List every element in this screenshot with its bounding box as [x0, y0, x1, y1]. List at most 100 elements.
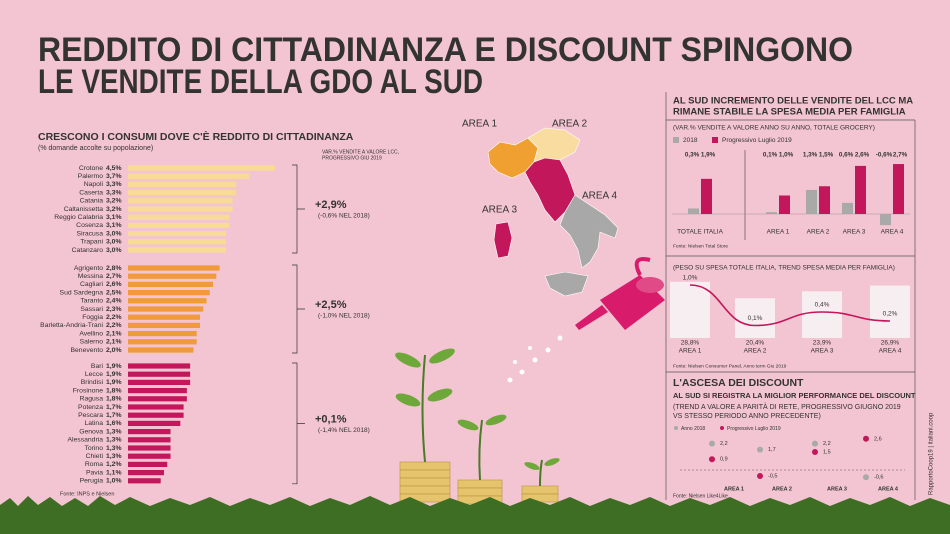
chart-subtitle: (PESO SU SPESA TOTALE ITALIA, TREND SPES…	[673, 265, 895, 272]
bar	[842, 202, 853, 214]
chart-title: L'ASCESA DEI DISCOUNT	[673, 377, 804, 389]
bar	[128, 379, 191, 385]
bar	[670, 281, 710, 338]
value-label: 2,1%	[106, 339, 122, 346]
value-label: 1,7%	[106, 404, 122, 411]
category-label: Cosenza	[76, 222, 103, 229]
chart-subtitle: (VAR.% VENDITE A VALORE ANNO SU ANNO, TO…	[673, 125, 875, 132]
dot	[812, 440, 818, 447]
x-tick-label: AREA 2	[807, 229, 830, 236]
bar	[128, 173, 249, 179]
bar	[128, 396, 187, 402]
bar	[128, 453, 171, 459]
bar	[128, 222, 230, 228]
title-line: REDDITO DI CITTADINANZA E DISCOUNT SPING…	[38, 31, 853, 69]
chart-subtitle: (% domande accolte su popolazione)	[38, 145, 153, 152]
value-label: 1,7	[768, 447, 776, 453]
value-label: 1,8%	[106, 387, 122, 394]
value-label: 0,6%	[839, 152, 854, 159]
category-label: Torino	[84, 445, 103, 452]
bar	[128, 239, 227, 245]
group-change-note: (-1,4% NEL 2018)	[318, 427, 370, 434]
category-label: Chieti	[86, 453, 104, 460]
legend-label: 2018	[683, 137, 698, 144]
value-label: 1,0%	[683, 275, 698, 282]
value-label: 1,5%	[819, 152, 834, 159]
droplets	[507, 335, 563, 383]
value-label: -0,6	[874, 475, 883, 481]
category-label: Crotone	[79, 165, 103, 172]
value-label: 1,3%	[106, 437, 122, 444]
bar	[128, 206, 233, 212]
grass	[0, 496, 950, 534]
value-label: 3,3%	[106, 181, 122, 188]
value-label: 2,3%	[106, 306, 122, 313]
category-label: Salerno	[80, 339, 104, 346]
bar	[128, 181, 236, 187]
bar	[128, 388, 187, 394]
value-label: 2,0%	[106, 347, 122, 354]
value-label: 23,9%	[813, 340, 832, 347]
category-label: Alessandria	[67, 437, 103, 444]
value-label: 1,9%	[106, 363, 122, 370]
source: Fonte: Nielsen Consumer Panel, Anno term…	[673, 363, 787, 369]
value-label: 1,3%	[106, 428, 122, 435]
trend-line	[689, 284, 891, 327]
group-bracket	[292, 264, 305, 354]
dot	[757, 473, 763, 479]
dot	[709, 456, 715, 463]
category-label: Bari	[91, 363, 104, 370]
plants	[395, 348, 560, 505]
bar	[128, 404, 184, 410]
value-label: 3,2%	[106, 198, 122, 205]
bar	[128, 322, 200, 328]
value-label: 1,7%	[106, 412, 122, 419]
group-change-note: (-0,6% NEL 2018)	[318, 213, 370, 220]
value-label: 2,2%	[106, 314, 122, 321]
bar	[128, 247, 227, 253]
map-label: AREA 4	[582, 191, 617, 202]
value-label: 2,4%	[106, 298, 122, 305]
value-label: 0,9	[720, 457, 728, 463]
value-label: 1,3%	[803, 152, 818, 159]
bar	[128, 165, 276, 171]
annotation-header: VAR.% VENDITE A VALORE LCC,	[322, 149, 399, 155]
value-label: -0,5	[768, 473, 777, 479]
value-label: 2,2	[823, 441, 831, 447]
bar	[819, 186, 830, 214]
dot	[709, 440, 715, 447]
bar	[128, 214, 230, 220]
value-label: 1,3%	[106, 445, 122, 452]
category-label: Lecce	[85, 371, 103, 378]
map-label: AREA 2	[552, 119, 587, 130]
value-label: 0,1%	[763, 152, 778, 159]
category-label: Sud Sardegna	[60, 289, 104, 296]
category-label: Frosinone	[73, 387, 103, 394]
category-label: Brindisi	[81, 379, 104, 386]
x-tick-label: TOTALE ITALIA	[677, 229, 724, 236]
value-label: 0,2%	[883, 311, 898, 318]
value-label: 4,5%	[106, 165, 122, 172]
bar	[128, 470, 164, 476]
bar	[128, 231, 227, 237]
bar	[893, 164, 904, 214]
bar	[870, 285, 910, 338]
bar	[128, 371, 191, 377]
value-label: 2,8%	[106, 265, 122, 272]
bar	[855, 165, 866, 214]
value-label: 28,8%	[681, 340, 700, 347]
x-tick-label: AREA 4	[878, 486, 899, 492]
bar	[128, 273, 217, 279]
bar	[128, 437, 171, 443]
bar	[128, 429, 171, 435]
legend-label: Anno 2018	[681, 426, 705, 432]
x-tick-label: AREA 3	[843, 229, 866, 236]
value-label: 2,2	[720, 441, 728, 447]
category-label: Barletta-Andria-Trani	[40, 322, 103, 329]
category-label: Latina	[84, 420, 103, 427]
category-label: Caltanissetta	[64, 206, 104, 213]
category-label: Ragusa	[80, 396, 104, 403]
bar	[128, 298, 207, 304]
